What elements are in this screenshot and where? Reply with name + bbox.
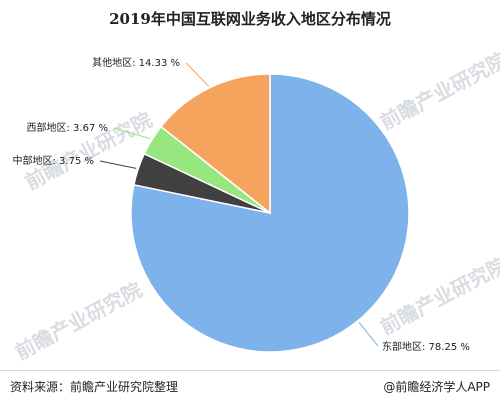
slice-label-1: 东部地区: 78.25 % [382,340,470,353]
brand-credit: @前瞻经济学人APP [383,380,490,394]
leader-line-3 [113,127,151,140]
chart-title: 2019年中国互联网业务收入地区分布情况 [109,10,391,28]
pie-chart: 前瞻产业研究院前瞻产业研究院前瞻产业研究院前瞻产业研究院前瞻产业研究院 东部地区… [11,47,500,364]
slice-label-4: 其他地区: 14.33 % [92,56,180,69]
pie-slice-1 [130,73,410,353]
leader-line-2 [99,160,137,169]
leader-line-1 [358,321,379,347]
leader-line-4 [185,62,209,87]
pie-slice-4 [160,73,271,215]
footer: 资料来源：前瞻产业研究院整理 @前瞻经济学人APP [0,370,500,404]
slice-label-3: 西部地区: 3.67 % [27,121,109,134]
slice-labels: 东部地区: 78.25 % 中部地区: 3.75 % 西部地区: 3.67 % 其他地… [13,56,470,353]
source-note: 资料来源：前瞻产业研究院整理 [10,380,179,394]
slice-label-2: 中部地区: 3.75 % [13,154,95,167]
leader-lines [99,62,379,347]
watermark-text: 前瞻产业研究院 [376,47,500,134]
pie-slices [130,73,410,353]
watermark-text: 前瞻产业研究院 [11,277,146,364]
